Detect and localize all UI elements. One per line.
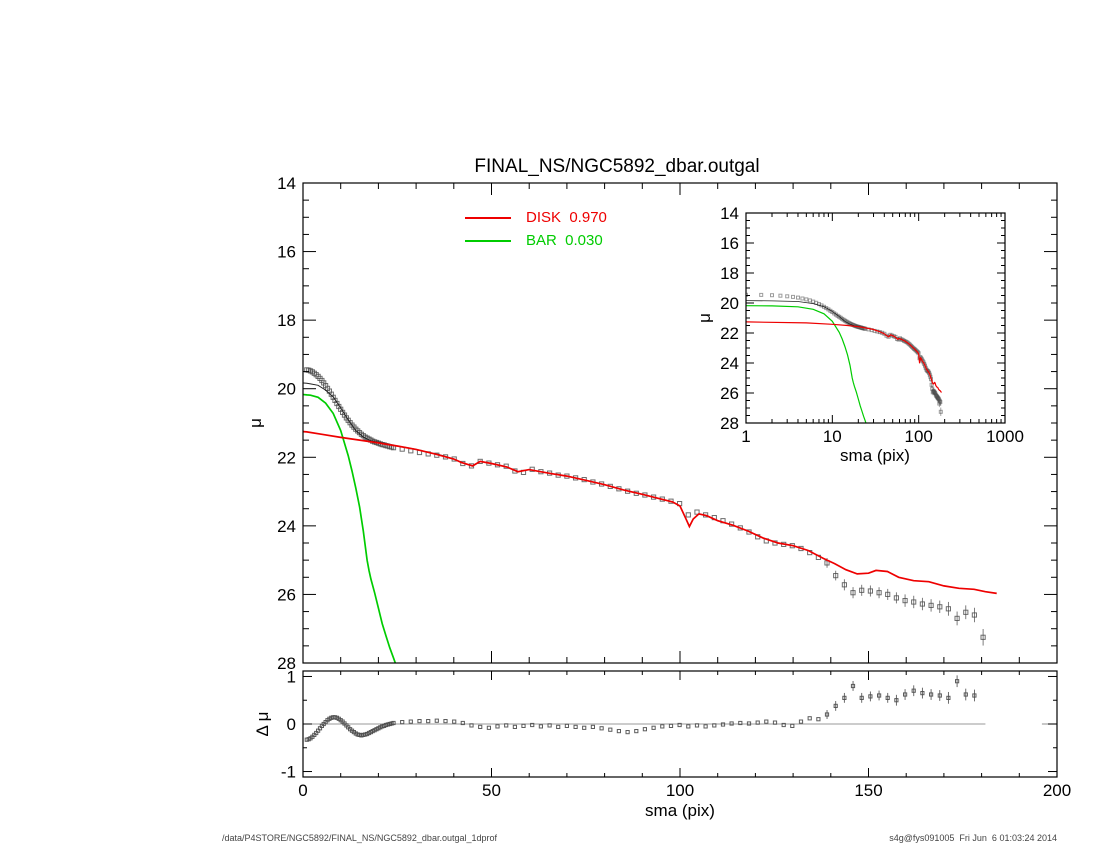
svg-text:16: 16 bbox=[277, 243, 296, 262]
svg-text:22: 22 bbox=[277, 448, 296, 467]
bar-legend-label: BAR 0.030 bbox=[526, 232, 603, 249]
inset-profile-data-points bbox=[746, 292, 943, 416]
inset-series bbox=[746, 292, 943, 423]
inset-y-axis-label: μ bbox=[695, 313, 714, 323]
total-model-line bbox=[303, 382, 454, 460]
main-panel: 14 16 18 20 22 24 26 28 bbox=[277, 174, 1058, 673]
svg-text:0: 0 bbox=[298, 781, 307, 800]
inset-disk-model-line bbox=[746, 321, 942, 393]
svg-text:26: 26 bbox=[277, 585, 296, 604]
svg-text:50: 50 bbox=[482, 781, 501, 800]
svg-text:14: 14 bbox=[277, 174, 296, 193]
footer-file-path: /data/P4STORE/NGC5892/FINAL_NS/NGC5892_d… bbox=[222, 833, 497, 843]
svg-text:100: 100 bbox=[666, 781, 694, 800]
svg-text:22: 22 bbox=[720, 324, 739, 343]
bar-model-line bbox=[303, 393, 397, 663]
svg-text:1: 1 bbox=[287, 668, 296, 687]
svg-text:10: 10 bbox=[823, 427, 842, 446]
svg-text:100: 100 bbox=[905, 427, 933, 446]
svg-text:0: 0 bbox=[287, 715, 296, 734]
inset-panel: 1 10 100 1000 14 16 18 20 22 24 26 28 bbox=[720, 204, 1024, 446]
svg-text:24: 24 bbox=[277, 517, 296, 536]
inset-ticks bbox=[745, 212, 1006, 424]
main-series bbox=[303, 367, 997, 663]
svg-text:14: 14 bbox=[720, 204, 739, 223]
inset-tick-labels: 1 10 100 1000 14 16 18 20 22 24 26 28 bbox=[720, 204, 1024, 446]
svg-text:20: 20 bbox=[720, 294, 739, 313]
svg-text:-1: -1 bbox=[281, 763, 296, 782]
residual-series bbox=[303, 675, 1057, 742]
disk-legend-line bbox=[465, 217, 511, 219]
svg-text:20: 20 bbox=[277, 380, 296, 399]
main-tick-labels: 14 16 18 20 22 24 26 28 bbox=[277, 174, 296, 673]
residual-y-axis-label: Δ μ bbox=[253, 711, 272, 737]
svg-text:28: 28 bbox=[720, 414, 739, 433]
svg-text:24: 24 bbox=[720, 354, 739, 373]
disk-model-line bbox=[303, 430, 997, 595]
svg-text:26: 26 bbox=[720, 384, 739, 403]
svg-text:200: 200 bbox=[1043, 781, 1071, 800]
svg-text:16: 16 bbox=[720, 234, 739, 253]
footer-user-timestamp: s4g@fys091005 Fri Jun 6 01:03:24 2014 bbox=[889, 833, 1057, 843]
svg-text:1000: 1000 bbox=[986, 427, 1024, 446]
inset-x-axis-label: sma (pix) bbox=[840, 446, 910, 465]
profile-data-points bbox=[304, 367, 986, 646]
residual-ticks bbox=[302, 671, 1058, 777]
svg-text:18: 18 bbox=[720, 264, 739, 283]
svg-text:28: 28 bbox=[277, 654, 296, 673]
bar-legend-line bbox=[465, 240, 511, 242]
main-ticks bbox=[302, 182, 1058, 664]
svg-text:18: 18 bbox=[277, 311, 296, 330]
main-y-axis-label: μ bbox=[246, 418, 265, 428]
residual-data-points bbox=[304, 675, 977, 742]
svg-text:150: 150 bbox=[854, 781, 882, 800]
x-axis-label: sma (pix) bbox=[645, 801, 715, 820]
inset-bar-model-line bbox=[746, 305, 867, 423]
disk-legend-label: DISK 0.970 bbox=[526, 209, 607, 226]
plot-title: FINAL_NS/NGC5892_dbar.outgal bbox=[474, 156, 760, 177]
svg-text:1: 1 bbox=[741, 427, 750, 446]
